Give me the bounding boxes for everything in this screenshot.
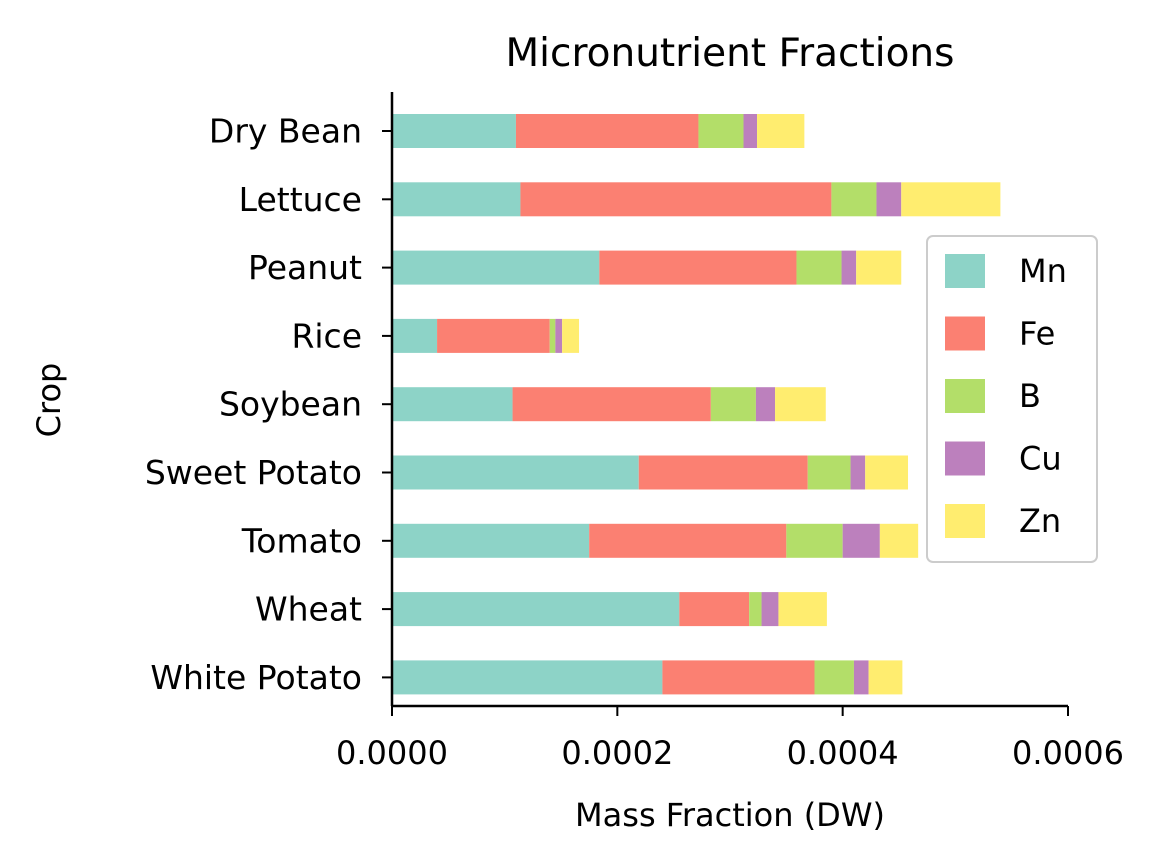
legend-swatch-fe — [945, 316, 985, 351]
legend-swatch-b — [945, 379, 985, 413]
y-tick-label: Wheat — [255, 590, 362, 629]
bar-b-soybean — [710, 387, 756, 422]
legend-swatch-mn — [945, 254, 985, 288]
bars-group — [392, 114, 1001, 695]
bar-fe-soybean — [512, 387, 711, 422]
x-axis-label: Mass Fraction (DW) — [575, 796, 885, 834]
x-tick-label: 0.0000 — [336, 734, 448, 772]
legend-label-zn: Zn — [1019, 502, 1061, 540]
bar-cu-white-potato — [853, 660, 869, 695]
bar-b-peanut — [796, 250, 842, 285]
bar-b-lettuce — [831, 182, 877, 217]
bar-mn-rice — [392, 318, 438, 353]
bar-cu-lettuce — [876, 182, 902, 217]
bar-cu-soybean — [755, 387, 776, 422]
legend-swatch-zn — [945, 504, 985, 538]
x-tick-label: 0.0002 — [561, 734, 673, 772]
legend: Mn Fe B Cu Zn — [926, 235, 1098, 563]
bar-zn-soybean — [775, 387, 826, 422]
bar-mn-dry-bean — [392, 114, 516, 148]
bar-b-white-potato — [814, 660, 854, 695]
bar-mn-lettuce — [392, 182, 521, 217]
legend-label-b: B — [1019, 377, 1041, 415]
bar-zn-peanut — [856, 250, 902, 285]
bar-cu-tomato — [842, 523, 880, 558]
bar-cu-wheat — [761, 592, 779, 627]
y-axis: Dry Bean Lettuce Peanut Rice Soybean Sweet Po… — [145, 92, 394, 706]
y-tick-label: Dry Bean — [209, 112, 362, 151]
y-tick-label: Lettuce — [239, 180, 362, 219]
bar-zn-dry-bean — [757, 114, 805, 148]
chart-title: Micronutrient Fractions — [506, 31, 955, 76]
x-axis: 0.0000 0.0002 0.0004 0.0006 — [336, 704, 1124, 772]
bar-cu-dry-bean — [743, 114, 758, 148]
bar-mn-soybean — [392, 387, 513, 422]
x-tick-label: 0.0006 — [1012, 734, 1124, 772]
bar-mn-sweet-potato — [392, 455, 639, 490]
bar-fe-tomato — [589, 523, 787, 558]
bar-cu-rice — [555, 318, 563, 353]
x-tick-label: 0.0004 — [787, 734, 899, 772]
bar-b-dry-bean — [698, 114, 744, 148]
legend-label-mn: Mn — [1019, 252, 1067, 290]
bar-fe-peanut — [599, 250, 797, 285]
y-tick-label: Tomato — [241, 521, 362, 560]
bar-fe-lettuce — [520, 182, 832, 217]
y-tick-label: Rice — [291, 316, 362, 355]
y-tick-label: White Potato — [150, 658, 362, 697]
bar-zn-rice — [562, 318, 580, 353]
legend-label-cu: Cu — [1019, 440, 1062, 478]
bar-fe-dry-bean — [515, 114, 699, 148]
bar-mn-peanut — [392, 250, 600, 285]
bar-zn-tomato — [879, 523, 919, 558]
bar-b-wheat — [749, 592, 762, 627]
bar-mn-wheat — [392, 592, 680, 627]
bar-mn-white-potato — [392, 660, 663, 695]
y-tick-label: Sweet Potato — [145, 453, 362, 492]
bar-b-sweet-potato — [807, 455, 851, 490]
legend-swatch-cu — [945, 441, 985, 476]
bar-fe-wheat — [679, 592, 750, 627]
bar-fe-white-potato — [662, 660, 815, 695]
bar-cu-peanut — [841, 250, 857, 285]
y-tick-label: Soybean — [219, 385, 362, 424]
bar-b-rice — [549, 318, 556, 353]
bar-zn-wheat — [778, 592, 827, 627]
bar-zn-white-potato — [868, 660, 903, 695]
bar-zn-lettuce — [901, 182, 1001, 217]
bar-cu-sweet-potato — [850, 455, 866, 490]
y-axis-label: Crop — [30, 363, 68, 438]
bar-fe-sweet-potato — [638, 455, 808, 490]
bar-zn-sweet-potato — [865, 455, 909, 490]
y-tick-label: Peanut — [248, 248, 362, 287]
bar-fe-rice — [437, 318, 550, 353]
legend-label-fe: Fe — [1019, 315, 1055, 353]
bar-b-tomato — [786, 523, 843, 558]
bar-mn-tomato — [392, 523, 590, 558]
